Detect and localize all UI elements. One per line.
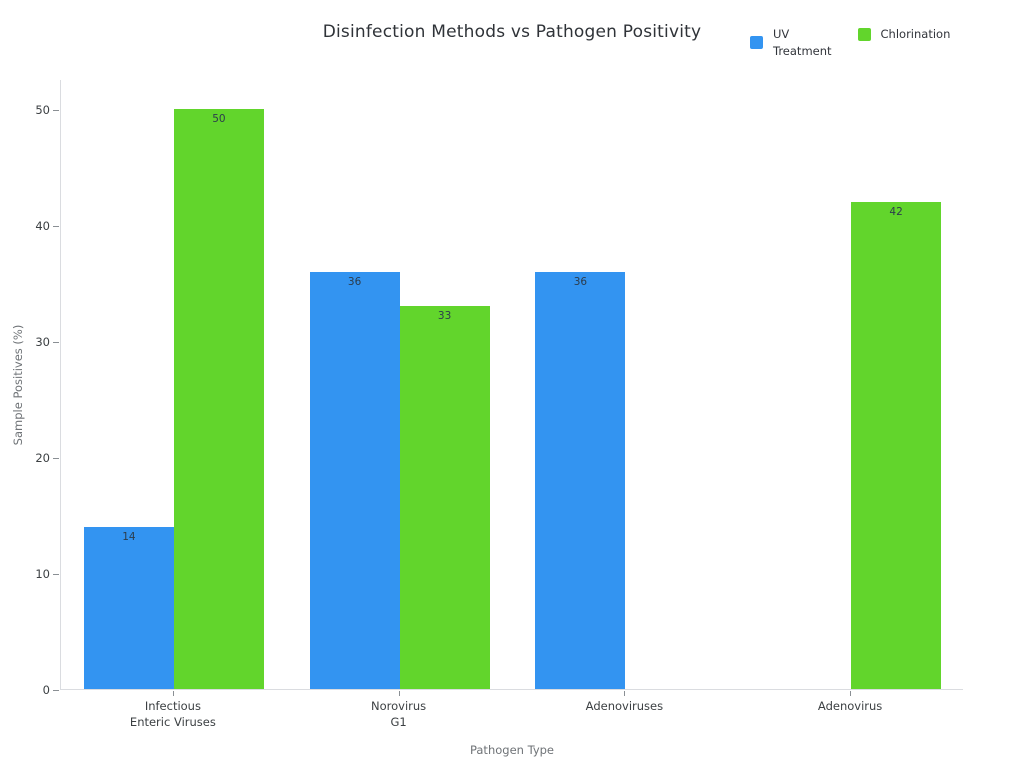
legend: UV Treatment Chlorination <box>750 26 950 59</box>
bar-value-label: 42 <box>889 205 903 218</box>
legend-item-uv-treatment[interactable]: UV Treatment <box>750 26 832 59</box>
y-tick-mark <box>53 342 59 344</box>
bar-uv-treatment: 36 <box>309 271 400 689</box>
bar-chlorination: 33 <box>399 306 490 689</box>
bar-value-label: 36 <box>573 275 588 288</box>
y-axis-title: Sample Positives (%) <box>11 324 25 446</box>
y-tick-label: 30 <box>35 335 50 350</box>
bar-value-label: 36 <box>347 275 362 288</box>
legend-label: UV Treatment <box>773 27 832 58</box>
y-tick-mark <box>53 690 59 691</box>
y-tick-mark <box>53 574 59 575</box>
bar-value-label: 33 <box>437 310 452 323</box>
bar-value-label: 50 <box>212 113 226 126</box>
y-tick-mark <box>53 226 59 228</box>
y-tick-label: 10 <box>35 567 50 581</box>
y-tick-label: 20 <box>35 451 50 466</box>
x-tick-label: Norovirus G1 <box>371 699 427 729</box>
x-axis-title: Pathogen Type <box>469 743 555 757</box>
bar-uv-treatment: 14 <box>83 526 174 689</box>
bar-chlorination: 50 <box>173 109 264 689</box>
bar-uv-treatment: 36 <box>535 271 626 689</box>
y-tick-mark <box>53 110 59 112</box>
plot-area: 14 36 36 50 33 42 <box>60 80 963 690</box>
legend-item-chlorination[interactable]: Chlorination <box>857 26 951 43</box>
y-tick-label: 0 <box>42 683 50 697</box>
bar-value-label: 14 <box>122 530 136 543</box>
legend-swatch-icon <box>857 27 871 41</box>
bar-chlorination: 42 <box>851 201 942 689</box>
y-tick-label: 50 <box>35 103 50 118</box>
chart-title: Disinfection Methods vs Pathogen Positiv… <box>322 22 702 42</box>
x-tick-label: Adenovirus <box>817 699 883 713</box>
legend-label: Chlorination <box>880 27 951 41</box>
legend-swatch-icon <box>750 36 763 50</box>
y-tick-label: 40 <box>35 219 50 234</box>
x-tick-mark <box>398 691 400 696</box>
x-tick-label: Infectious Enteric Viruses <box>129 699 216 729</box>
x-tick-mark <box>850 691 852 696</box>
x-tick-label: Adenoviruses <box>585 699 664 713</box>
x-tick-mark <box>172 691 174 696</box>
y-tick-mark <box>53 458 59 460</box>
x-tick-mark <box>624 691 626 696</box>
